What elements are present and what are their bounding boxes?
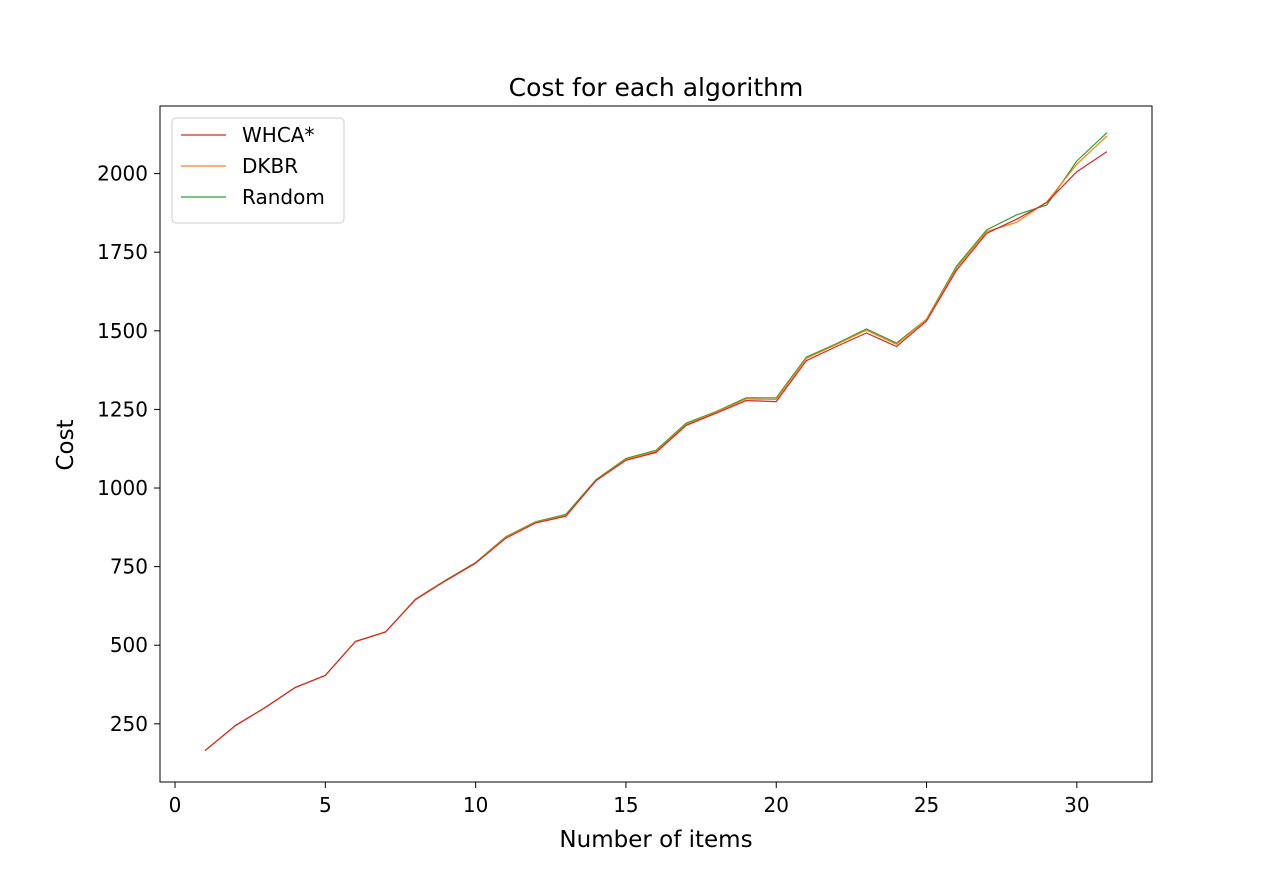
y-tick-label: 2000 xyxy=(97,162,148,186)
legend-label-whca: WHCA* xyxy=(242,123,314,147)
chart-title: Cost for each algorithm xyxy=(509,73,804,102)
x-tick-label: 0 xyxy=(169,793,182,817)
y-tick-label: 1750 xyxy=(97,240,148,264)
x-tick-label: 20 xyxy=(764,793,789,817)
x-tick-label: 30 xyxy=(1064,793,1089,817)
plot-frame xyxy=(159,105,1153,783)
x-axis-label: Number of items xyxy=(559,827,752,853)
y-tick-label: 750 xyxy=(110,555,148,579)
y-tick-label: 1250 xyxy=(97,397,148,421)
x-tick-label: 5 xyxy=(319,793,332,817)
x-tick-label: 15 xyxy=(613,793,638,817)
y-tick-label: 1000 xyxy=(97,476,148,500)
x-tick-label: 25 xyxy=(914,793,939,817)
legend-label-dkbr: DKBR xyxy=(242,154,298,178)
x-tick-label: 10 xyxy=(463,793,488,817)
legend: WHCA* DKBR Random xyxy=(171,117,345,224)
y-axis-label: Cost xyxy=(53,419,79,470)
y-tick-label: 1500 xyxy=(97,319,148,343)
y-tick-label: 250 xyxy=(110,712,148,736)
y-tick-label: 500 xyxy=(110,633,148,657)
series-line-whca xyxy=(204,151,1108,752)
legend-label-random: Random xyxy=(242,185,325,209)
plot-area: 0 5 10 15 20 25 30 250 500 750 1000 1250 1500 1750 200… xyxy=(97,105,1153,817)
